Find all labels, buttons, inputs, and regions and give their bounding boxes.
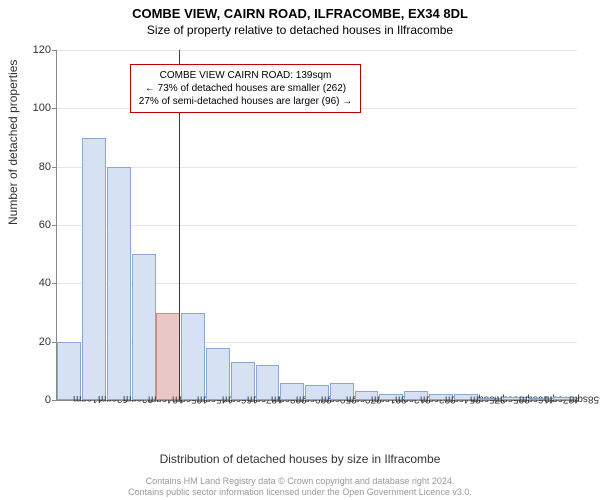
credit-line-2: Contains public sector information licen… <box>128 487 472 497</box>
ytick-mark <box>52 50 57 51</box>
credit-text: Contains HM Land Registry data © Crown c… <box>0 476 600 498</box>
ytick-label: 60 <box>39 219 51 231</box>
plot-area: 02040608010012041sqm62sqm83sqm104sqm125s… <box>56 50 577 401</box>
credit-line-1: Contains HM Land Registry data © Crown c… <box>146 476 455 486</box>
histogram-bar <box>206 348 230 401</box>
histogram-bar <box>132 254 156 400</box>
y-axis-label: Number of detached properties <box>6 60 20 225</box>
histogram-bar <box>181 313 205 401</box>
ytick-mark <box>52 342 57 343</box>
annotation-line: ← 73% of detached houses are smaller (26… <box>139 82 352 95</box>
chart-title: COMBE VIEW, CAIRN ROAD, ILFRACOMBE, EX34… <box>0 0 600 21</box>
ytick-mark <box>52 283 57 284</box>
gridline <box>57 50 577 51</box>
ytick-label: 80 <box>39 161 51 173</box>
annotation-box: COMBE VIEW CAIRN ROAD: 139sqm← 73% of de… <box>130 64 361 113</box>
histogram-bar <box>156 313 180 401</box>
ytick-mark <box>52 225 57 226</box>
ytick-mark <box>52 167 57 168</box>
annotation-line: 27% of semi-detached houses are larger (… <box>139 95 352 108</box>
ytick-label: 40 <box>39 277 51 289</box>
gridline <box>57 167 577 168</box>
ytick-label: 20 <box>39 336 51 348</box>
ytick-label: 120 <box>33 44 51 56</box>
ytick-label: 100 <box>33 102 51 114</box>
histogram-bar <box>82 138 106 401</box>
annotation-line: COMBE VIEW CAIRN ROAD: 139sqm <box>139 69 352 82</box>
ytick-mark <box>52 108 57 109</box>
histogram-bar <box>107 167 131 400</box>
x-axis-label: Distribution of detached houses by size … <box>0 452 600 466</box>
ytick-mark <box>52 400 57 401</box>
gridline <box>57 225 577 226</box>
histogram-bar <box>57 342 81 400</box>
chart-subtitle: Size of property relative to detached ho… <box>0 21 600 37</box>
ytick-label: 0 <box>45 394 51 406</box>
chart-container: COMBE VIEW, CAIRN ROAD, ILFRACOMBE, EX34… <box>0 0 600 500</box>
